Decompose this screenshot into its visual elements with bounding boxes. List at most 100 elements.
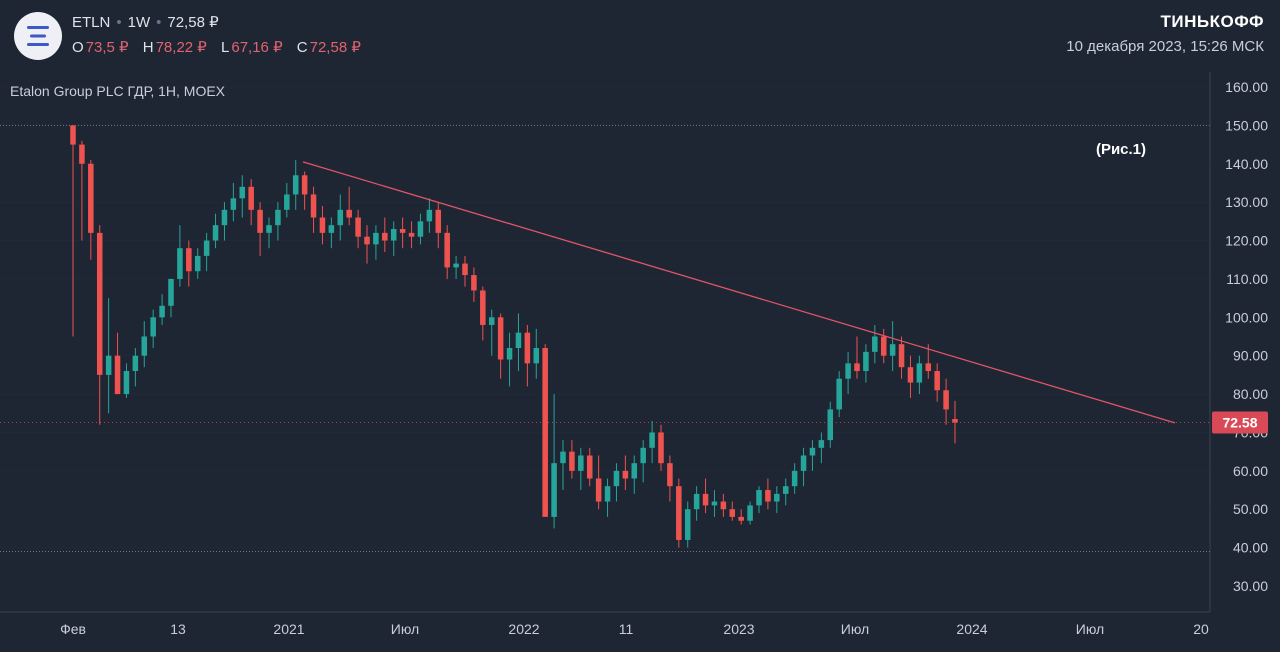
x-tick-label: 2023 (723, 621, 754, 637)
ohlc-low-key: L (221, 39, 230, 56)
chart-annotation: (Рис.1) (1096, 141, 1146, 158)
candle-body (515, 332, 522, 349)
y-tick-label: 150.00 (1225, 117, 1268, 133)
candle-body (488, 317, 495, 325)
candle-body (435, 209, 442, 233)
y-tick-label: 30.00 (1233, 578, 1268, 594)
candle-body (586, 455, 593, 479)
candle-body (257, 209, 263, 233)
candle-body (702, 493, 709, 506)
tinkoff-investments-logo-icon (14, 12, 62, 60)
candle-body (524, 332, 531, 364)
candle-body (854, 363, 860, 372)
candle-body (934, 371, 940, 391)
candle-body (248, 186, 254, 210)
y-tick-label: 100.00 (1225, 309, 1268, 325)
price-chart-svg[interactable]: 160.00 150.00 140.00 130.00 120.00 110.00 100.… (0, 72, 1280, 647)
candle-body (186, 248, 192, 272)
x-tick-label: Июл (841, 621, 869, 637)
candle-body (132, 355, 139, 372)
candle-body (444, 232, 450, 268)
candle-body (578, 455, 584, 471)
x-tick-label: Июл (1076, 621, 1104, 637)
candle-body (943, 390, 949, 410)
x-tick-label: 2021 (273, 621, 304, 637)
candle-body (417, 221, 424, 237)
candle-body (676, 486, 682, 540)
candle-body (711, 501, 718, 506)
candle-body (863, 351, 869, 372)
x-tick-label: Фев (60, 621, 86, 637)
candle-body (328, 225, 335, 233)
y-tick-label: 50.00 (1233, 501, 1268, 517)
price-chart[interactable]: 160.00 150.00 140.00 130.00 120.00 110.00 100.… (0, 72, 1280, 647)
candle-body (551, 463, 557, 517)
candle-body (613, 470, 620, 487)
candle-body (649, 432, 655, 448)
candle-body (622, 470, 629, 479)
x-tick-label: 20 (1193, 621, 1209, 637)
candle-body (809, 447, 816, 456)
candle-body (631, 463, 638, 479)
candle-body (373, 232, 379, 245)
candle-body (925, 363, 932, 372)
candle-body (462, 263, 468, 276)
candle-body (301, 175, 308, 195)
ticker-symbol: ETLN (72, 14, 111, 31)
candle-body (203, 240, 210, 256)
candle-body (230, 198, 237, 210)
candle-body (88, 163, 94, 233)
candle-body (346, 209, 352, 218)
candle-body (720, 501, 727, 510)
candle-body (818, 440, 825, 448)
candle-body (667, 463, 673, 487)
candle-body (159, 305, 165, 318)
candle-body (426, 209, 433, 222)
candle-body (471, 275, 477, 291)
candle-body (284, 194, 290, 210)
candle-body (916, 363, 923, 383)
x-tick-label: 2024 (956, 621, 987, 637)
candle-body (765, 490, 771, 502)
ohlc-high-key: H (142, 39, 154, 56)
candle-body (595, 478, 602, 502)
candle-body (292, 175, 299, 195)
candle-body (872, 336, 878, 352)
candle-body (105, 355, 112, 375)
candle-body (898, 344, 905, 368)
candle-body (194, 255, 201, 272)
candle-body (889, 344, 896, 356)
ohlc-high-value: 78,22 ₽ (155, 39, 207, 56)
ohlc-close-value: 72,58 ₽ (309, 39, 361, 56)
candle-body (141, 336, 148, 356)
candle-body (497, 317, 504, 360)
candle-body (408, 232, 415, 237)
candle-body (604, 486, 611, 502)
candle-body (221, 209, 228, 226)
snapshot-datetime: 10 декабря 2023, 15:26 МСК (1066, 38, 1264, 55)
candle-body (542, 348, 548, 517)
candle-body (337, 209, 344, 226)
candle-body (693, 493, 700, 510)
chart-title: Etalon Group PLC ГДР, 1Н, MOEX (10, 83, 226, 99)
candle-body (382, 232, 388, 241)
ticker-interval: 1W (127, 14, 151, 31)
candle-body (907, 367, 914, 383)
candle-body (747, 505, 753, 521)
candle-body (310, 194, 317, 218)
last-price-label: 72.58 (1222, 415, 1257, 431)
candle-body (791, 470, 798, 487)
candle-body (800, 455, 807, 471)
y-tick-label: 120.00 (1225, 233, 1268, 249)
candle-body (480, 290, 486, 325)
candle-body (390, 229, 397, 241)
candle-body (845, 363, 851, 379)
candle-body (774, 493, 780, 502)
candle-body (123, 371, 130, 395)
candle-body (684, 509, 691, 540)
candle-body (506, 348, 513, 360)
y-tick-label: 80.00 (1233, 386, 1268, 402)
x-tick-label: Июл (391, 621, 419, 637)
x-tick-label: 2022 (508, 621, 539, 637)
candle-body (756, 490, 762, 506)
